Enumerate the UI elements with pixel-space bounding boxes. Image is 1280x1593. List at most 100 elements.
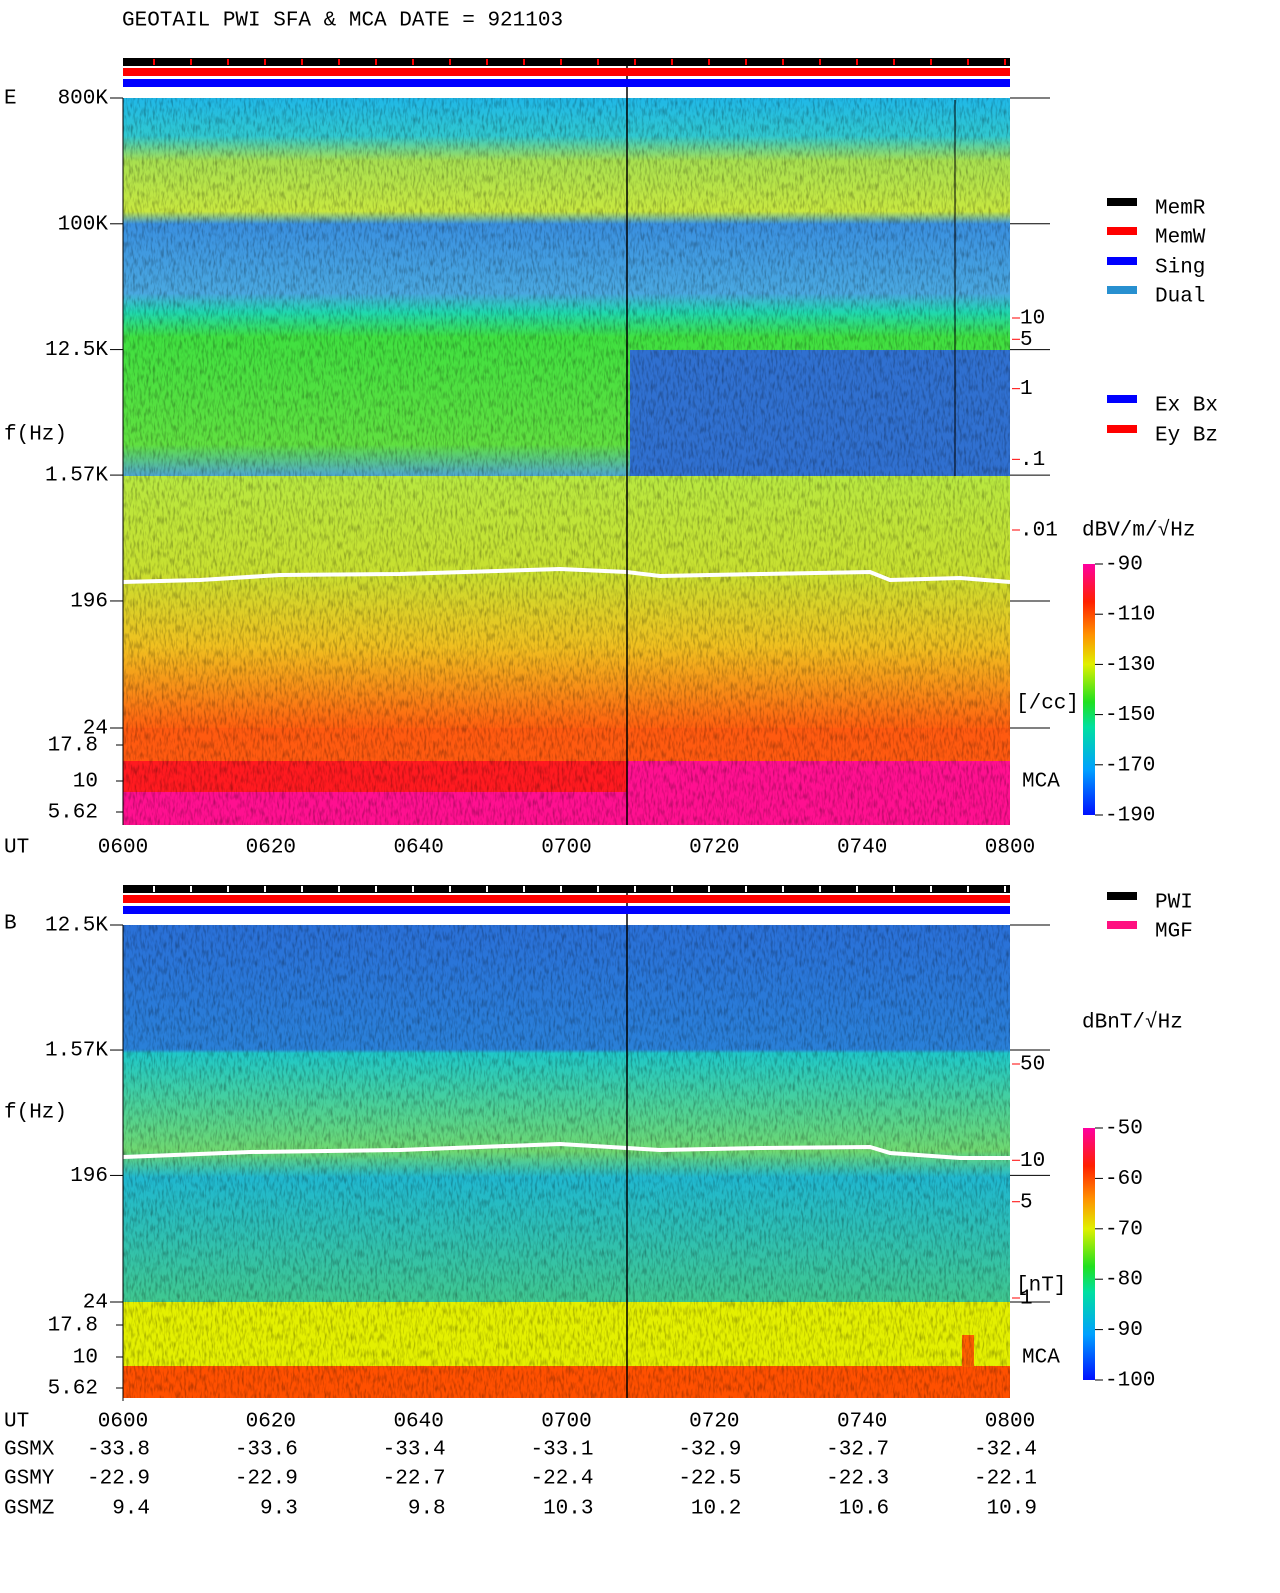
x-tick-label: 0620	[246, 837, 296, 860]
x-tick-label: 0700	[541, 837, 591, 860]
status-tick	[930, 886, 932, 892]
legend-swatch	[1107, 286, 1137, 294]
y2-tick-label: 1	[1020, 378, 1033, 401]
status-tick	[153, 59, 155, 65]
colorbar-tick-label: -190	[1105, 805, 1155, 828]
status-tick	[782, 59, 784, 65]
x-tick-label: 0640	[393, 837, 443, 860]
orbit-value: -33.4	[383, 1439, 446, 1462]
status-tick	[856, 886, 858, 892]
colorbar-tick-label: -130	[1105, 654, 1155, 677]
orbit-value: -22.3	[826, 1468, 889, 1491]
orbit-value: -33.1	[530, 1439, 593, 1462]
legend-swatch	[1107, 892, 1137, 900]
legend-label: Ex Bx	[1155, 395, 1218, 418]
status-tick	[819, 886, 821, 892]
status-tick	[745, 886, 747, 892]
orbit-value: -22.9	[87, 1468, 150, 1491]
orbit-value: -22.7	[383, 1468, 446, 1491]
colorbar-tick-label: -80	[1105, 1269, 1143, 1292]
status-tick	[227, 59, 229, 65]
status-tick	[560, 59, 562, 65]
orbit-value: -32.4	[974, 1439, 1037, 1462]
status-tick	[338, 886, 340, 892]
legend-swatch	[1107, 257, 1137, 265]
status-tick	[930, 59, 932, 65]
status-tick	[301, 886, 303, 892]
legend-swatch	[1107, 921, 1137, 929]
x-tick-label: 0720	[689, 1411, 739, 1434]
status-bar	[123, 895, 1010, 903]
colorbar-tick-label: -50	[1105, 1118, 1143, 1141]
title: GEOTAIL PWI SFA & MCA DATE = 921103	[122, 10, 563, 33]
colorbar-tick-label: -170	[1105, 754, 1155, 777]
orbit-value: 9.8	[408, 1498, 446, 1521]
y2-axis-label: [/cc]	[1016, 693, 1079, 716]
legend-label: Ey Bz	[1155, 425, 1218, 448]
x-tick-label: 0800	[985, 837, 1035, 860]
status-bar	[123, 885, 1010, 893]
status-tick	[523, 886, 525, 892]
status-tick	[449, 886, 451, 892]
mca-tick-label: 10	[73, 1347, 98, 1370]
status-tick	[819, 59, 821, 65]
mca-label: MCA	[1022, 771, 1060, 794]
status-tick	[190, 59, 192, 65]
y-tick-label: 1.57K	[45, 465, 108, 488]
y-tick-label: 100K	[58, 213, 109, 236]
orbit-value: -22.9	[235, 1468, 298, 1491]
spectrogram-texture	[123, 98, 1010, 825]
mca-tick-label: 17.8	[48, 735, 98, 758]
x-tick-label: 0700	[541, 1411, 591, 1434]
colorbar-tick-label: -90	[1105, 554, 1143, 577]
colorbar-tick-label: -110	[1105, 604, 1155, 627]
status-tick	[634, 59, 636, 65]
legend-label: MGF	[1155, 921, 1193, 944]
orbit-value: 10.6	[839, 1498, 889, 1521]
status-tick	[412, 886, 414, 892]
y-axis-label: f(Hz)	[4, 424, 67, 447]
status-tick	[597, 886, 599, 892]
orbit-row-label: GSMX	[4, 1439, 55, 1462]
y2-axis-label: [nT]	[1016, 1275, 1066, 1298]
orbit-value: -32.9	[678, 1439, 741, 1462]
colorbar-label: dBnT/√Hz	[1082, 1011, 1183, 1035]
y-tick-label: 1.57K	[45, 1040, 108, 1063]
status-tick	[375, 886, 377, 892]
status-tick	[782, 886, 784, 892]
y-axis-label: f(Hz)	[4, 1102, 67, 1125]
x-tick-label: 0800	[985, 1411, 1035, 1434]
y2-tick-label: .01	[1020, 520, 1058, 543]
status-tick	[264, 59, 266, 65]
x-tick-label: 0720	[689, 837, 739, 860]
status-bar	[123, 79, 1010, 87]
orbit-value: 10.3	[543, 1498, 593, 1521]
orbit-value: -32.7	[826, 1439, 889, 1462]
y-tick-label: 24	[83, 718, 108, 741]
colorbar	[1083, 564, 1095, 815]
status-tick	[967, 886, 969, 892]
y-tick-label: 800K	[58, 88, 109, 111]
status-tick	[338, 59, 340, 65]
panel-label: E	[4, 88, 17, 111]
status-tick	[523, 59, 525, 65]
colorbar-tick-label: -150	[1105, 704, 1155, 727]
legend-swatch	[1107, 227, 1137, 235]
mca-tick-label: 17.8	[48, 1315, 98, 1338]
mca-label: MCA	[1022, 1347, 1060, 1370]
status-tick	[671, 886, 673, 892]
orbit-value: -22.4	[530, 1468, 593, 1491]
orbit-value: 10.9	[987, 1498, 1037, 1521]
status-tick	[671, 59, 673, 65]
y-tick-label: 24	[83, 1292, 108, 1315]
orbit-value: -22.1	[974, 1468, 1037, 1491]
mca-tick-label: 10	[73, 771, 98, 794]
status-tick	[893, 886, 895, 892]
orbit-row-label: GSMY	[4, 1468, 55, 1491]
status-tick	[1004, 59, 1006, 65]
orbit-row-label: GSMZ	[4, 1498, 54, 1521]
colorbar	[1083, 1128, 1095, 1380]
y-tick-label: 12.5K	[45, 339, 108, 362]
trace	[122, 566, 1011, 584]
